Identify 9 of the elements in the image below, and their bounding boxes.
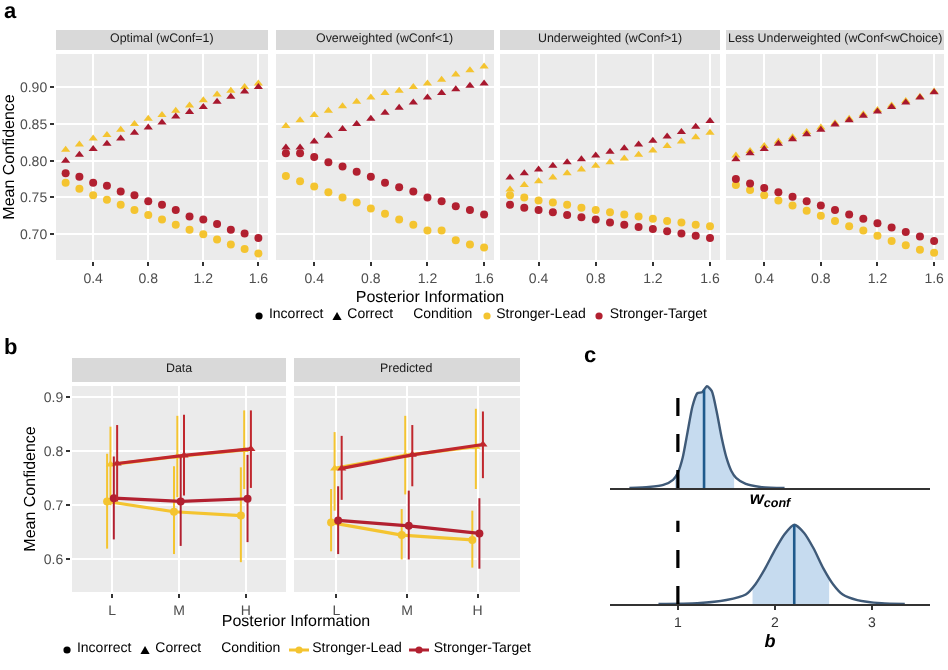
x-axis-title: Posterior Information: [355, 288, 505, 306]
y-axis-title: Mean Confidence: [21, 425, 40, 552]
text: b: [4, 336, 18, 360]
text: a: [4, 0, 17, 24]
y-axis-title: Mean Confidence: [0, 93, 18, 220]
x-axis-title: Posterior Information: [221, 612, 371, 630]
x-axis-title: b: [764, 630, 777, 651]
text: c: [584, 344, 597, 368]
x-axis-title: w$_{conf}$: [749, 487, 793, 512]
